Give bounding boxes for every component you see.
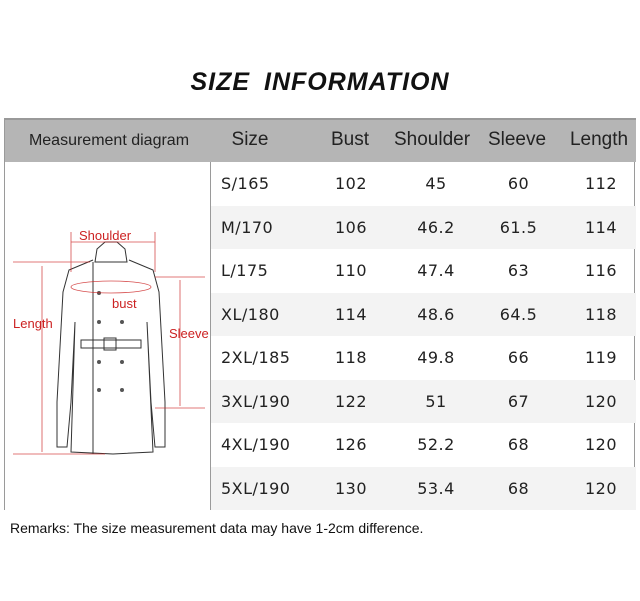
table-row: 5XL/190 130 53.4 68 120 [211, 466, 636, 510]
header-diagram: Measurement diagram [28, 132, 190, 149]
cell-size: M/170 [221, 217, 274, 237]
sleeve-label: Sleeve [169, 326, 209, 341]
header-length: Length [569, 129, 629, 150]
cell-sleeve: 64.5 [499, 304, 538, 324]
bust-label: bust [112, 296, 137, 311]
cell-bust: 102 [334, 174, 368, 193]
remarks-note: Remarks: The size measurement data may h… [10, 520, 424, 536]
cell-length: 120 [584, 478, 618, 498]
cell-bust: 118 [334, 348, 368, 367]
table-row: M/170 106 46.2 61.5 114 [211, 205, 636, 249]
cell-sleeve: 63 [507, 261, 530, 280]
cell-size: XL/180 [221, 304, 280, 324]
cell-shoulder: 45 [425, 174, 447, 193]
cell-length: 114 [584, 217, 618, 237]
cell-sleeve: 60 [507, 174, 530, 193]
page-title: SIZE INFORMATION [190, 68, 450, 96]
cell-size: 5XL/190 [221, 478, 291, 498]
shoulder-label: Shoulder [79, 228, 132, 243]
cell-shoulder: 46.2 [417, 217, 455, 237]
cell-shoulder: 49.8 [417, 348, 455, 367]
cell-length: 118 [584, 304, 618, 324]
table-row: XL/180 114 48.6 64.5 118 [211, 292, 636, 336]
header-sleeve: Sleeve [487, 129, 547, 150]
table-header: Measurement diagram Size Bust Shoulder S… [5, 118, 636, 162]
cell-sleeve: 66 [507, 348, 530, 367]
cell-sleeve: 68 [507, 478, 530, 498]
size-table: Measurement diagram Size Bust Shoulder S… [4, 118, 636, 510]
cell-shoulder: 47.4 [417, 261, 455, 280]
cell-sleeve: 61.5 [499, 217, 538, 237]
cell-length: 116 [584, 261, 618, 280]
cell-shoulder: 53.4 [417, 478, 455, 498]
cell-bust: 110 [334, 261, 368, 280]
cell-sleeve: 68 [507, 435, 530, 454]
cell-size: S/165 [221, 174, 270, 193]
cell-bust: 126 [334, 435, 368, 454]
cell-bust: 130 [334, 478, 368, 498]
header-bust: Bust [330, 129, 370, 150]
table-row: 2XL/185 118 49.8 66 119 [211, 336, 636, 380]
header-size: Size [231, 129, 269, 150]
cell-length: 120 [584, 435, 618, 454]
header-shoulder: Shoulder [393, 129, 471, 150]
cell-bust: 114 [334, 304, 368, 324]
length-label: Length [13, 316, 53, 331]
cell-length: 120 [584, 391, 618, 411]
cell-shoulder: 51 [425, 391, 447, 411]
cell-shoulder: 48.6 [417, 304, 455, 324]
cell-shoulder: 52.2 [417, 435, 455, 454]
cell-size: 3XL/190 [221, 391, 291, 411]
table-row: S/165 102 45 60 112 [211, 162, 636, 206]
coat-illustration: Shoulder bust Length Sleeve [13, 228, 209, 455]
cell-size: L/175 [221, 261, 269, 280]
table-row: 4XL/190 126 52.2 68 120 [211, 423, 636, 467]
measurement-diagram: Shoulder bust Length Sleeve [5, 162, 211, 510]
table-row: L/175 110 47.4 63 116 [211, 249, 636, 293]
cell-sleeve: 67 [507, 391, 530, 411]
cell-bust: 106 [334, 217, 368, 237]
cell-bust: 122 [334, 391, 368, 411]
table-row: 3XL/190 122 51 67 120 [211, 379, 636, 423]
cell-size: 2XL/185 [221, 348, 291, 367]
cell-length: 112 [584, 174, 618, 193]
cell-length: 119 [584, 348, 618, 367]
cell-size: 4XL/190 [221, 435, 291, 454]
